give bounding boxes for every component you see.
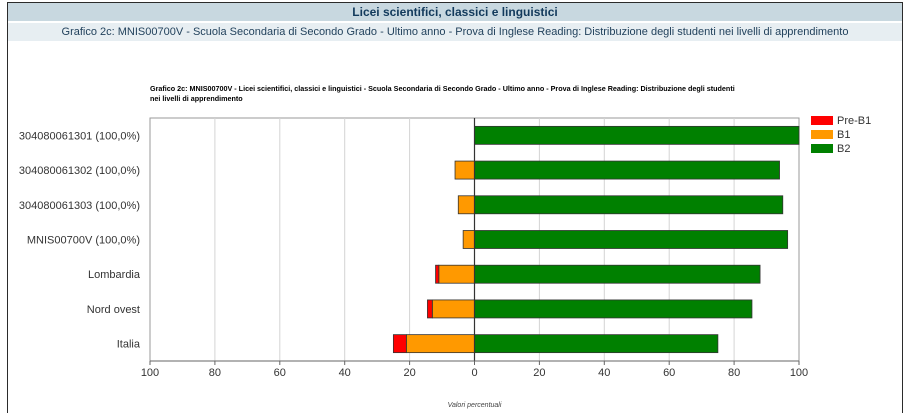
category-label: Lombardia — [88, 269, 141, 281]
bar-b1 — [462, 230, 475, 249]
chart-title-line: Grafico 2c: MNIS00700V - Licei scientifi… — [150, 84, 735, 93]
x-tick-label: 100 — [790, 367, 808, 379]
x-tick-label: 80 — [209, 367, 221, 379]
x-tick-label: 0 — [471, 367, 477, 379]
x-tick-label: 40 — [598, 367, 610, 379]
x-tick-label: 80 — [728, 367, 740, 379]
bar-b2 — [474, 230, 789, 249]
x-tick-label: 60 — [663, 367, 675, 379]
bar-b2 — [474, 125, 800, 145]
category-label: 304080061302 (100,0%) — [19, 165, 140, 177]
bar-b1 — [438, 264, 475, 284]
category-label: 304080061303 (100,0%) — [19, 200, 140, 212]
bar-b2 — [474, 160, 780, 180]
bar-b1 — [454, 160, 475, 180]
chart-title-line: nei livelli di apprendimento — [150, 94, 243, 103]
section-subtitle: Grafico 2c: MNIS00700V - Scuola Secondar… — [8, 23, 902, 41]
x-tick-label: 60 — [274, 367, 286, 379]
x-tick-label: 100 — [141, 367, 159, 379]
bar-b2 — [474, 334, 719, 354]
legend-label: B2 — [837, 143, 850, 155]
legend-label: Pre-B1 — [837, 115, 871, 127]
category-label: 304080061301 (100,0%) — [19, 130, 140, 142]
bar-pre-b1 — [435, 264, 440, 284]
x-tick-label: 20 — [533, 367, 545, 379]
section-title: Licei scientifici, classici e linguistic… — [8, 3, 902, 21]
legend-swatch — [811, 116, 833, 125]
bar-b1 — [431, 299, 475, 319]
category-label: Italia — [117, 339, 141, 351]
bar-b2 — [474, 264, 761, 284]
bar-b2 — [474, 195, 784, 215]
bar-b1 — [457, 195, 475, 215]
bar-pre-b1 — [392, 334, 407, 354]
category-label: MNIS00700V (100,0%) — [27, 235, 140, 247]
x-tick-label: 20 — [403, 367, 415, 379]
bar-b2 — [474, 299, 753, 319]
category-label: Nord ovest — [87, 304, 140, 316]
bar-pre-b1 — [427, 299, 433, 319]
x-tick-label: 40 — [339, 367, 351, 379]
legend-label: B1 — [837, 129, 850, 141]
legend-swatch — [811, 130, 833, 139]
report-frame: Licei scientifici, classici e linguistic… — [7, 2, 903, 413]
legend-swatch — [811, 144, 833, 153]
bar-b1 — [405, 334, 475, 354]
x-axis-label: Valori percentuali — [448, 402, 502, 409]
